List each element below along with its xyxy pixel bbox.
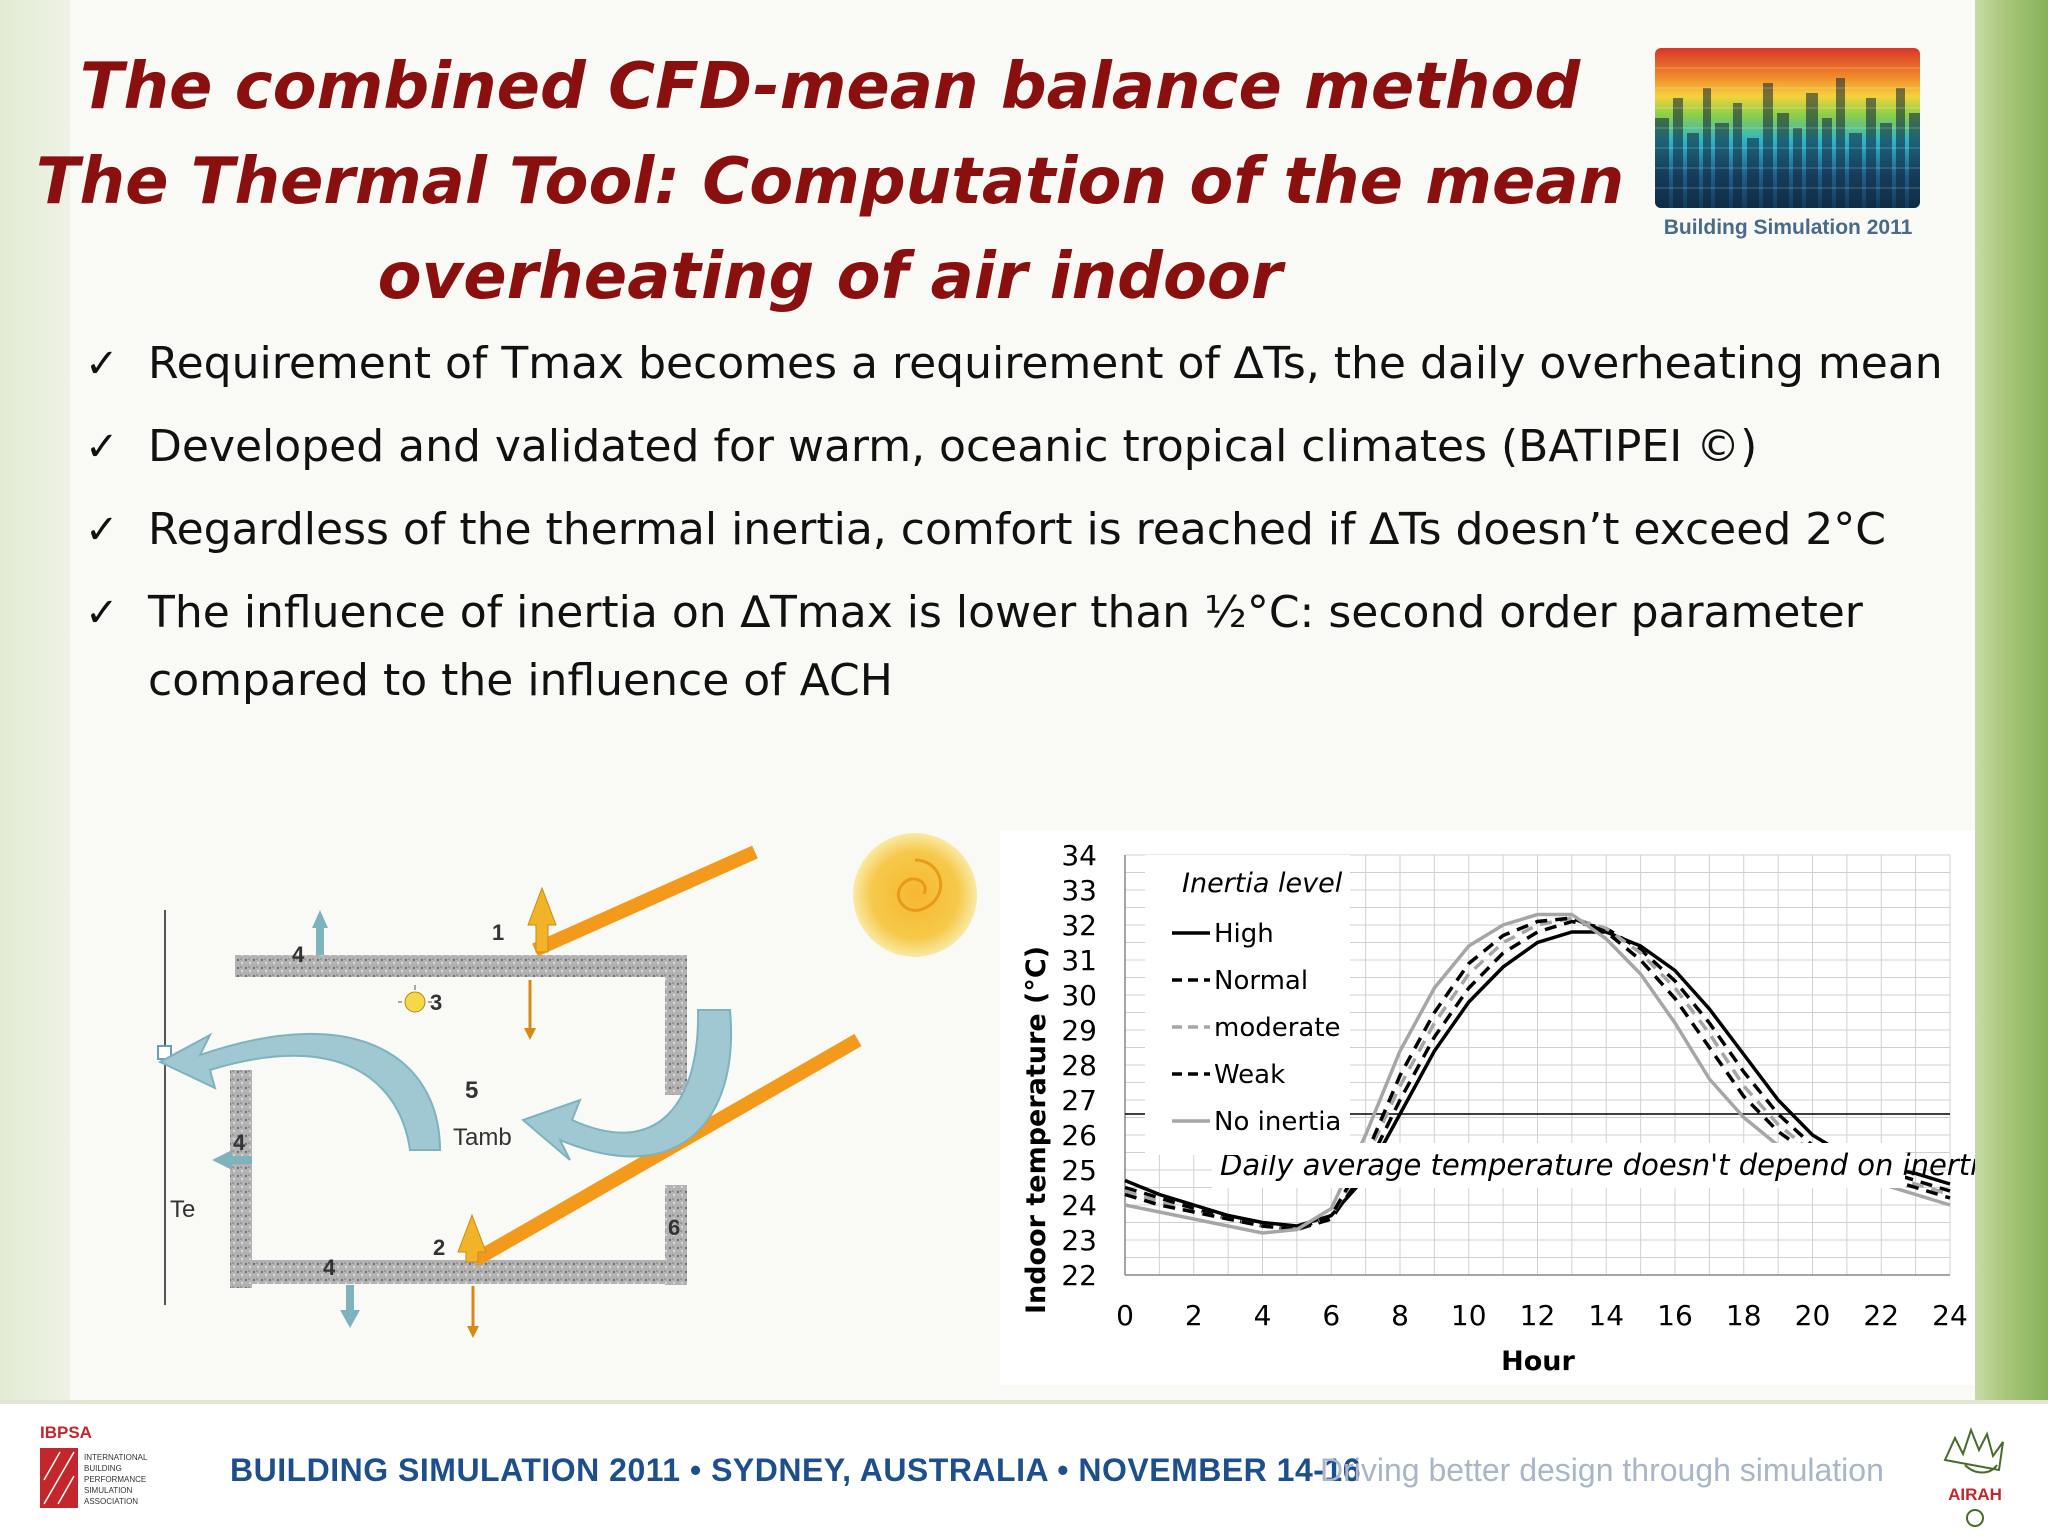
- bullet-text: Requirement of Tmax becomes a requiremen…: [148, 338, 1943, 389]
- x-tick-label: 10: [1451, 1299, 1487, 1332]
- building-thermal-diagram: 1 2 3 4 4 4 5 6 Tamb Te: [157, 845, 862, 1338]
- label-3: 3: [430, 990, 442, 1015]
- airah-logo: AIRAH: [1943, 1427, 2004, 1527]
- label-5: 5: [465, 1077, 478, 1104]
- y-tick-label: 33: [1061, 874, 1097, 907]
- floor-wall: [230, 1260, 685, 1284]
- y-tick-label: 30: [1061, 979, 1097, 1012]
- x-tick-labels: 0 2 4 6 8 10 12 14 16 18 20 22 24: [1116, 1299, 1968, 1332]
- checkmark-icon: ✓: [85, 590, 119, 636]
- legend-background: [1145, 855, 1350, 1155]
- legend-label: No inertia: [1214, 1107, 1341, 1137]
- roof-wall: [235, 955, 680, 977]
- logo-caption: Building Simulation 2011: [1663, 216, 1913, 239]
- ibpsa-sub-3: SIMULATION: [84, 1486, 133, 1495]
- y-axis-label: Indoor temperature (°C): [1021, 946, 1052, 1314]
- left-lower-wall: [230, 1070, 252, 1288]
- x-tick-label: 14: [1588, 1299, 1624, 1332]
- y-tick-label: 34: [1061, 839, 1097, 872]
- y-tick-label: 31: [1061, 944, 1097, 977]
- x-tick-label: 20: [1795, 1299, 1831, 1332]
- y-tick-label: 25: [1061, 1154, 1097, 1187]
- airah-text: AIRAH: [1948, 1485, 2002, 1504]
- footer: IBPSA INTERNATIONAL BUILDING PERFORMANCE…: [0, 1400, 2048, 1536]
- bullet-text: The influence of inertia on ∆Tmax is low…: [148, 587, 1863, 706]
- footer-event-text: BUILDING SIMULATION 2011 • SYDNEY, AUSTR…: [230, 1452, 1362, 1488]
- legend-label: High: [1214, 919, 1274, 949]
- checkmark-icon: ✓: [85, 341, 119, 387]
- ibpsa-sub-0: INTERNATIONAL: [84, 1453, 148, 1462]
- label-1: 1: [492, 920, 504, 945]
- x-tick-label: 2: [1185, 1299, 1203, 1332]
- airflow-arrow-left: [157, 1032, 442, 1151]
- y-tick-label: 22: [1061, 1259, 1097, 1292]
- arrow-up-4: [312, 910, 328, 955]
- legend-label: Weak: [1214, 1060, 1285, 1090]
- label-2: 2: [433, 1235, 445, 1260]
- y-tick-label: 24: [1061, 1189, 1097, 1222]
- ibpsa-logo: IBPSA INTERNATIONAL BUILDING PERFORMANCE…: [40, 1423, 148, 1508]
- label-tamb: Tamb: [453, 1124, 512, 1151]
- y-tick-label: 29: [1061, 1014, 1097, 1047]
- label-te: Te: [170, 1196, 195, 1223]
- x-tick-label: 6: [1322, 1299, 1340, 1332]
- arrow-up-2: [457, 1213, 487, 1263]
- bullet-text: Developed and validated for warm, oceani…: [148, 421, 1758, 472]
- label-4b: 4: [233, 1130, 246, 1155]
- y-tick-label: 32: [1061, 909, 1097, 942]
- y-tick-label: 27: [1061, 1084, 1097, 1117]
- arrow-up-1: [527, 886, 557, 953]
- footer-tagline: Driving better design through simulation: [1320, 1452, 1884, 1488]
- x-tick-label: 8: [1391, 1299, 1409, 1332]
- chart-legend: Inertia level High Normal moderate Weak No in…: [1145, 855, 1350, 1155]
- x-tick-label: 22: [1863, 1299, 1899, 1332]
- sun-icon: [853, 833, 977, 957]
- bullet-item: ✓ The influence of inertia on ∆Tmax is lo…: [85, 579, 1985, 715]
- ibpsa-sub-2: PERFORMANCE: [84, 1475, 146, 1484]
- arrow-down-4: [340, 1285, 360, 1328]
- x-tick-label: 18: [1726, 1299, 1762, 1332]
- bullet-item: ✓ Requirement of Tmax becomes a requireme…: [85, 330, 1985, 398]
- bullet-list: ✓ Requirement of Tmax becomes a requireme…: [85, 330, 1985, 730]
- label-6: 6: [668, 1215, 680, 1240]
- x-axis-label: Hour: [1501, 1346, 1575, 1377]
- series-line-high: [1124, 930, 1951, 1228]
- footer-divider: [0, 1400, 2048, 1404]
- arrow-left-4: [212, 1150, 252, 1170]
- x-tick-label: 24: [1932, 1299, 1968, 1332]
- ibpsa-title: IBPSA: [40, 1423, 92, 1442]
- legend-label: Normal: [1214, 966, 1308, 996]
- label-4c: 4: [323, 1255, 336, 1280]
- checkmark-icon: ✓: [85, 424, 119, 470]
- checkmark-icon: ✓: [85, 507, 119, 553]
- title-line-1: The combined CFD-mean balance method: [79, 50, 1581, 124]
- ibpsa-sub-1: BUILDING: [84, 1464, 122, 1473]
- x-tick-label: 0: [1116, 1299, 1134, 1332]
- y-tick-label: 23: [1061, 1224, 1097, 1257]
- x-tick-label: 12: [1520, 1299, 1556, 1332]
- right-lower-wall: [665, 1185, 687, 1285]
- y-tick-label: 26: [1061, 1119, 1097, 1152]
- airflow-arrow-right: [521, 1009, 732, 1161]
- y-tick-label: 28: [1061, 1049, 1097, 1082]
- building-simulation-logo: [1655, 48, 1920, 208]
- title-line-2: The Thermal Tool: Computation of the mea…: [35, 145, 1625, 219]
- x-tick-label: 16: [1657, 1299, 1693, 1332]
- x-tick-label: 4: [1254, 1299, 1272, 1332]
- legend-label: moderate: [1214, 1013, 1341, 1043]
- ibpsa-sub-4: ASSOCIATION: [84, 1497, 138, 1506]
- title-line-3: overheating of air indoor: [377, 240, 1283, 314]
- label-4a: 4: [292, 942, 305, 967]
- legend-title: Inertia level: [1182, 868, 1343, 899]
- lamp-icon: [398, 985, 432, 1013]
- right-upper-wall: [665, 955, 687, 1095]
- solar-ray-upper: [532, 845, 758, 957]
- bullet-item: ✓ Developed and validated for warm, ocean…: [85, 413, 1985, 481]
- bullet-item: ✓ Regardless of the thermal inertia, comf…: [85, 496, 1985, 564]
- bullet-text: Regardless of the thermal inertia, comfo…: [148, 504, 1886, 555]
